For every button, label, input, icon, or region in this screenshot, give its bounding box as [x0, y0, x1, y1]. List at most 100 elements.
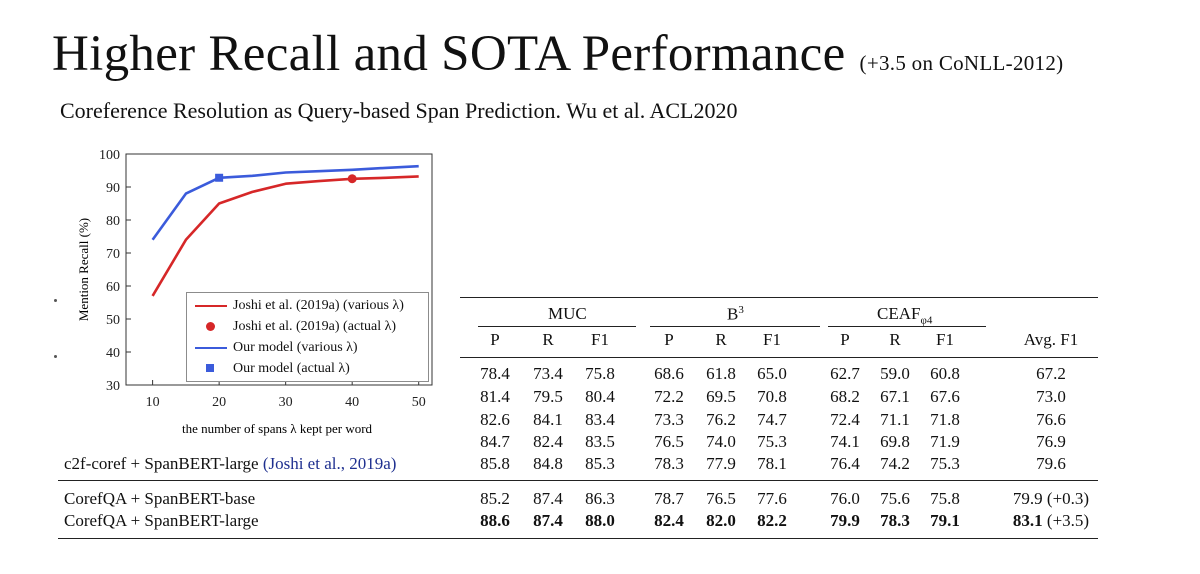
table-cell: 82.6: [480, 410, 510, 429]
legend-swatch-red-line: [195, 296, 227, 316]
legend-item-joshi-various: Joshi et al. (2019a) (various λ): [187, 296, 428, 316]
table-cell: 85.3: [585, 454, 615, 473]
table-cell: 76.5: [654, 432, 684, 451]
slide-subtitle: Coreference Resolution as Query-based Sp…: [60, 98, 738, 123]
table-cell: 78.4: [480, 364, 510, 383]
table-cell: 79.6: [1036, 454, 1066, 473]
group-rule-b3: [650, 326, 820, 327]
y-tick-label: 40: [106, 346, 120, 361]
table-cell: 61.8: [706, 364, 736, 383]
point-marker-circle: [347, 174, 357, 184]
table-cell: 87.4: [533, 511, 563, 530]
table-cell: 74.0: [706, 432, 736, 451]
y-tick-label: 70: [106, 247, 120, 262]
table-cell: 88.6: [480, 511, 510, 530]
sub-header-cell: F1: [591, 330, 609, 349]
legend-label: Joshi et al. (2019a) (various λ): [233, 298, 404, 313]
table-cell: 75.3: [757, 432, 787, 451]
bullet-dot: [54, 299, 57, 302]
header-muc: MUC: [548, 304, 587, 323]
table-cell: 71.1: [880, 410, 910, 429]
table-cell: 85.8: [480, 454, 510, 473]
header-ceaf: CEAFφ4: [877, 304, 932, 326]
x-tick-label: 30: [279, 395, 293, 410]
table-cell: 67.1: [880, 387, 910, 406]
x-tick-label: 20: [212, 395, 226, 410]
table-cell: 79.5: [533, 387, 563, 406]
y-tick-label: 50: [106, 313, 120, 328]
y-tick-label: 30: [106, 379, 120, 394]
table-cell: 76.5: [706, 489, 736, 508]
table-cell: 68.6: [654, 364, 684, 383]
legend-swatch-red-dot: [195, 317, 227, 337]
citation-link[interactable]: (Joshi et al., 2019a): [262, 454, 397, 473]
table-cell: 72.4: [830, 410, 860, 429]
sub-header-cell: P: [840, 330, 850, 349]
table-cell: 87.4: [533, 489, 563, 508]
table-cell: 69.5: [706, 387, 736, 406]
table-cell: 75.8: [585, 364, 615, 383]
table-cell: 79.9: [830, 511, 860, 530]
table-cell: 67.2: [1036, 364, 1066, 383]
table-cell: 73.0: [1036, 387, 1066, 406]
chart-legend: Joshi et al. (2019a) (various λ) Joshi e…: [186, 292, 429, 382]
series-line-0: [151, 175, 419, 297]
table-top-rule: [460, 297, 1098, 298]
legend-label: Our model (various λ): [233, 340, 358, 355]
table-cell: 82.4: [654, 511, 684, 530]
header-ceaf-sub: φ4: [920, 314, 933, 327]
table-cell: 84.8: [533, 454, 563, 473]
table-cell: 65.0: [757, 364, 787, 383]
table-cell: 75.6: [880, 489, 910, 508]
table-cell: 82.4: [533, 432, 563, 451]
bullet-dot: [54, 355, 57, 358]
header-bottom-rule: [460, 357, 1098, 358]
table-cell: 83.1 (+3.5): [1012, 511, 1090, 530]
table-cell: 76.0: [830, 489, 860, 508]
table-cell: 84.7: [480, 432, 510, 451]
header-ceaf-text: CEAF: [877, 304, 921, 323]
row-name: c2f-coref + SpanBERT-large (Joshi et al.…: [64, 454, 397, 473]
sub-header-cell: R: [542, 330, 554, 349]
group-rule-ceaf: [828, 326, 986, 327]
table-cell: 74.1: [830, 432, 860, 451]
y-tick-label: 80: [106, 214, 120, 229]
sub-header-cell: F1: [936, 330, 954, 349]
sub-header-cell: P: [490, 330, 500, 349]
sub-header-cell: F1: [763, 330, 781, 349]
chart-series: [151, 164, 419, 297]
table-cell: 67.6: [930, 387, 960, 406]
y-tick-label: 90: [106, 181, 120, 196]
table-cell: 71.8: [930, 410, 960, 429]
table-cell: 86.3: [585, 489, 615, 508]
table-cell: 78.7: [654, 489, 684, 508]
x-tick-label: 50: [412, 395, 426, 410]
point-marker-square: [215, 173, 224, 182]
legend-label: Our model (actual λ): [233, 361, 350, 376]
y-axis-label: Mention Recall (%): [76, 218, 91, 321]
table-cell: 76.4: [830, 454, 860, 473]
y-tick-label: 100: [99, 148, 120, 163]
row-name: CorefQA + SpanBERT-base: [64, 489, 256, 508]
table-cell: 70.8: [757, 387, 787, 406]
table-cell: 85.2: [480, 489, 510, 508]
table-cell: 81.4: [480, 387, 510, 406]
legend-label: Joshi et al. (2019a) (actual λ): [233, 319, 397, 334]
legend-swatch-blue-line: [195, 338, 227, 358]
y-tick-label: 60: [106, 280, 120, 295]
header-b3: B3: [727, 304, 744, 325]
legend-item-ours-various: Our model (various λ): [187, 338, 428, 358]
table-cell: 78.3: [654, 454, 684, 473]
table-cell: 74.2: [880, 454, 910, 473]
legend-item-joshi-actual: Joshi et al. (2019a) (actual λ): [187, 317, 428, 337]
table-cell: 76.6: [1036, 410, 1066, 429]
sub-header-cell: P: [664, 330, 674, 349]
table-cell: 68.2: [830, 387, 860, 406]
table-cell: 60.8: [930, 364, 960, 383]
recall-chart: 30 40 50 60 70 80 90 100 10 20 30 40 50 Mention Reca…: [76, 148, 433, 436]
table-cell: 82.0: [706, 511, 736, 530]
table-cell: 72.2: [654, 387, 684, 406]
table-cell: 75.8: [930, 489, 960, 508]
row-name: CorefQA + SpanBERT-large: [64, 511, 259, 530]
table-cell: 78.1: [757, 454, 787, 473]
